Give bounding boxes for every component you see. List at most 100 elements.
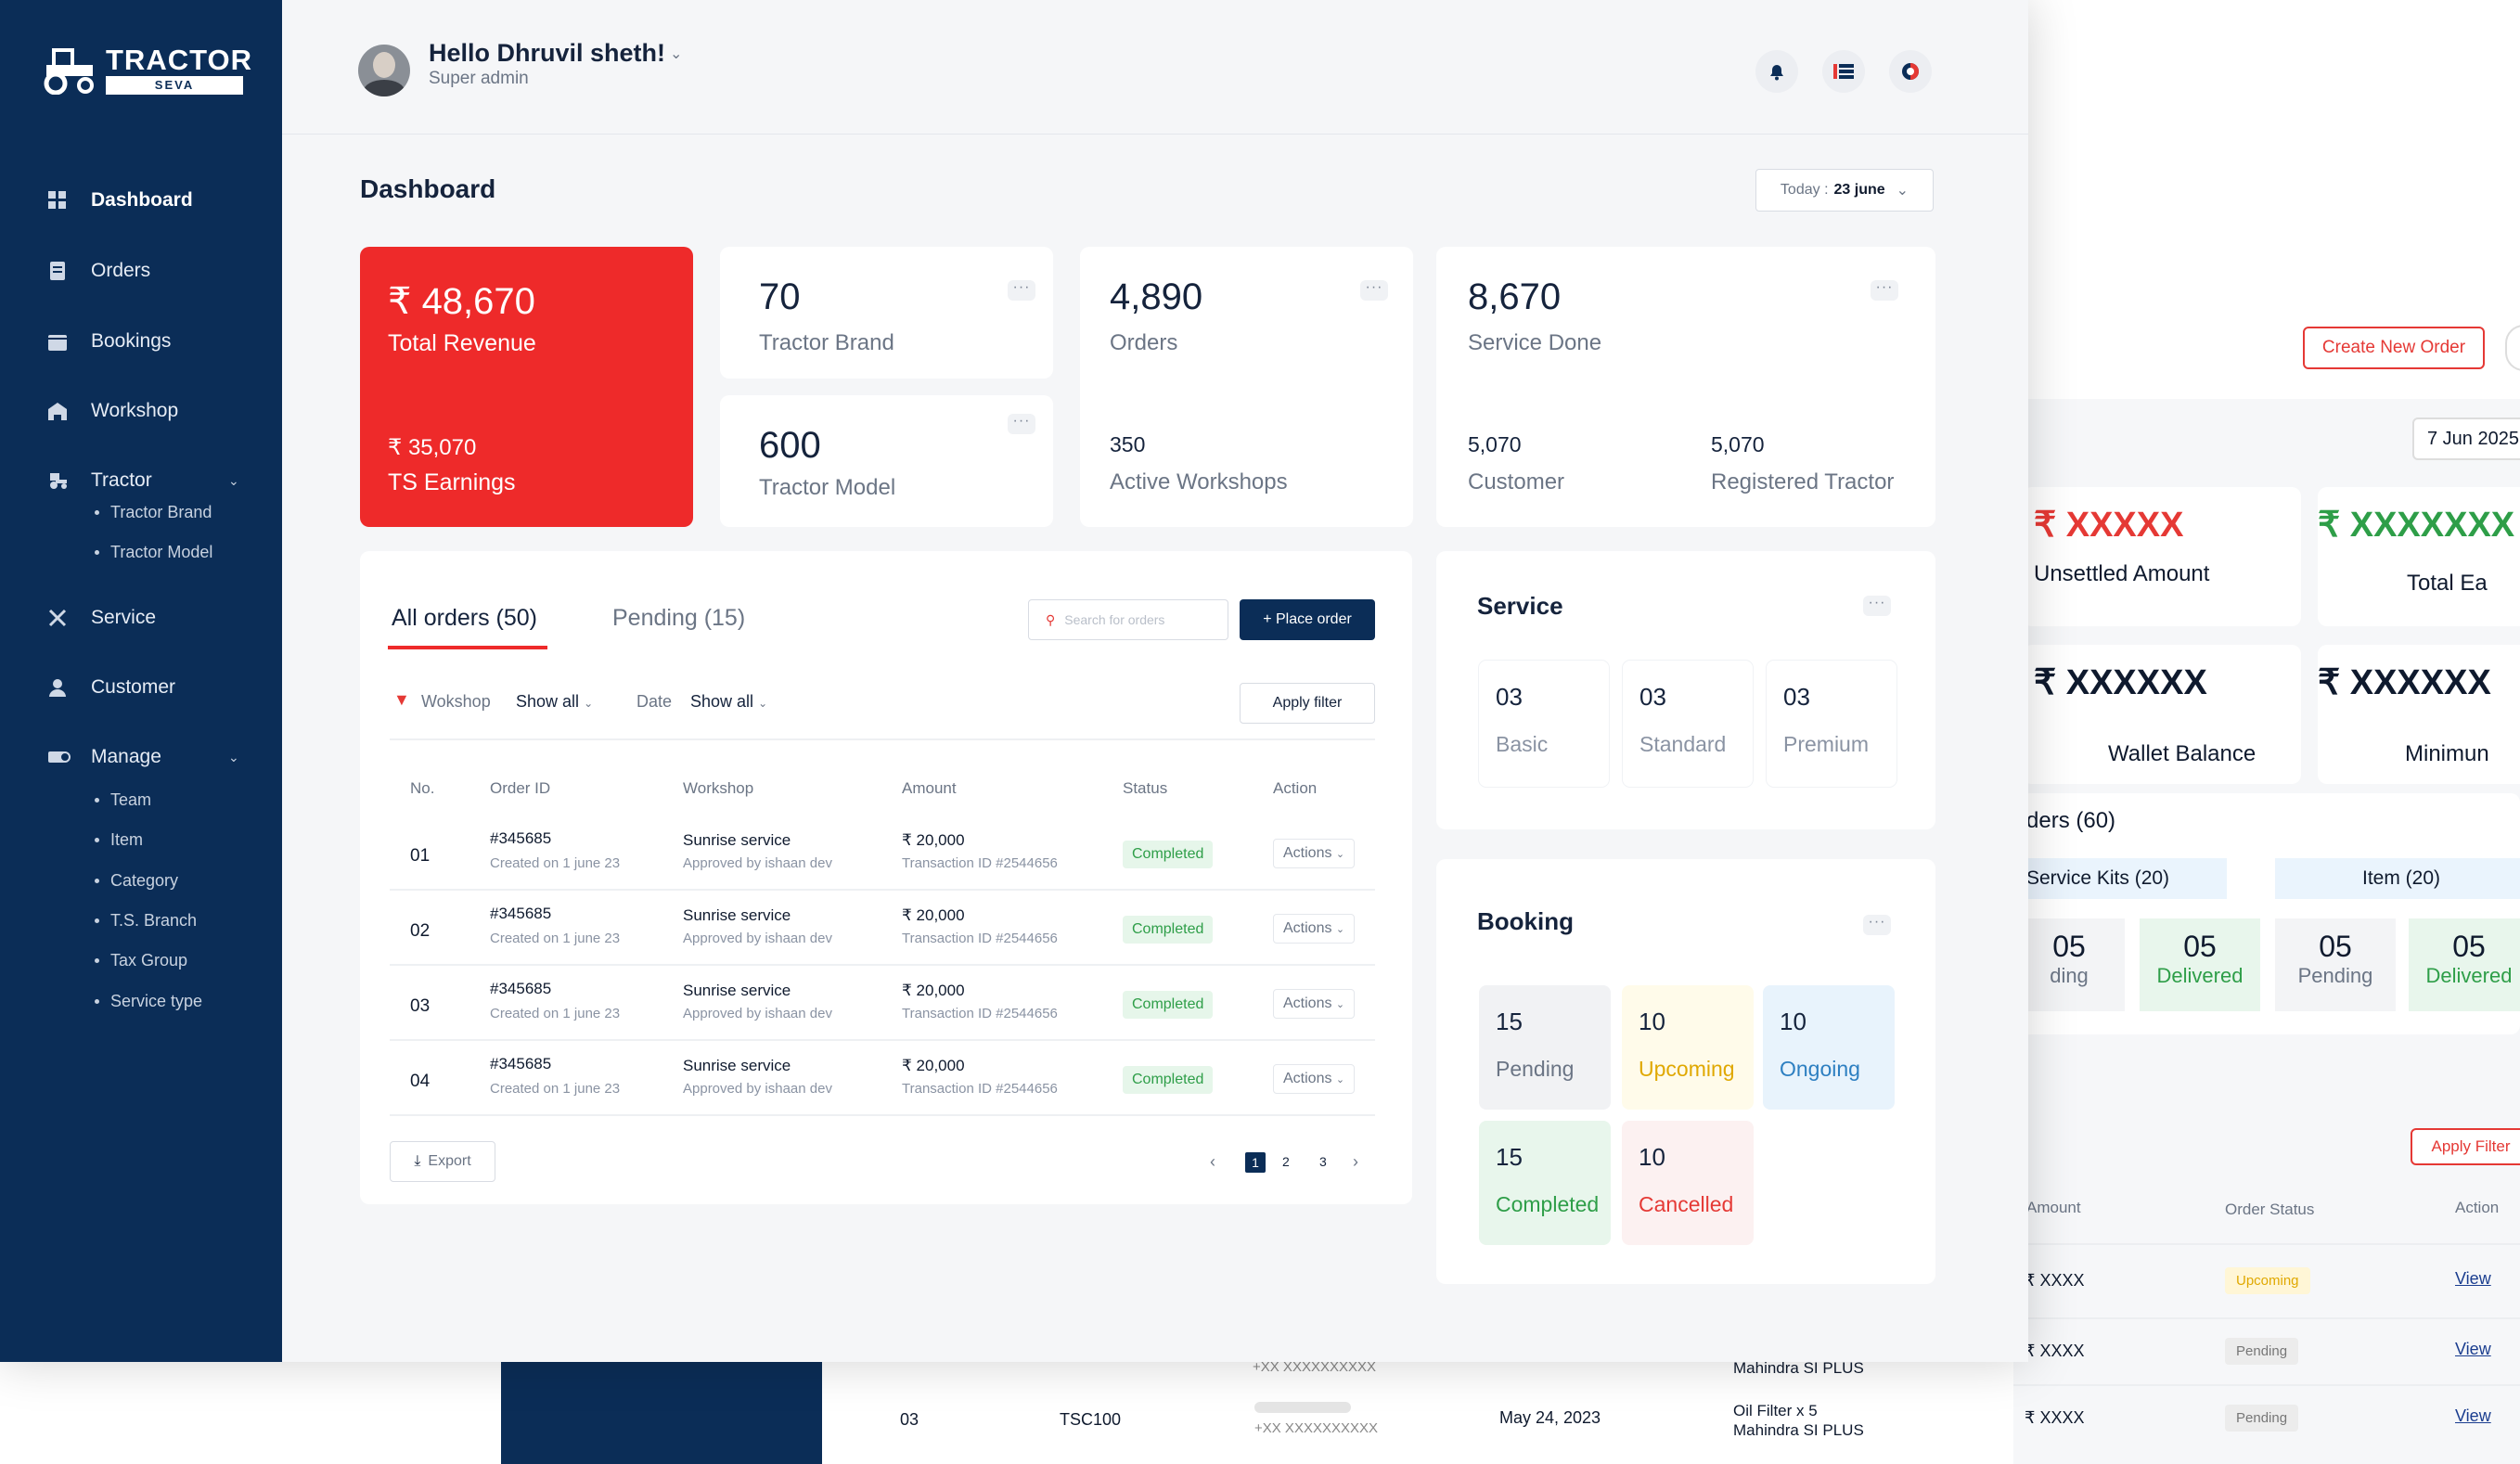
service-done-value: 8,670 xyxy=(1468,276,1562,317)
sidebar-item-label: Manage xyxy=(91,746,161,767)
page-3[interactable]: 3 xyxy=(1319,1154,1327,1169)
service-tile[interactable]: 03 Standard xyxy=(1623,661,1753,787)
bg-tab-item[interactable]: Item (20) xyxy=(2275,858,2520,899)
sidebar-item-manage[interactable]: Manage xyxy=(48,746,161,768)
chevron-down-icon[interactable]: ⌄ xyxy=(228,750,239,764)
bg-item-pending: 05 Pending xyxy=(2275,918,2396,1011)
sidebar-item-customer[interactable]: Customer xyxy=(48,676,175,699)
page-2[interactable]: 2 xyxy=(1282,1154,1290,1169)
orders-card[interactable]: 4,890 Orders 350 Active Workshops ··· xyxy=(1080,247,1413,527)
bell-icon[interactable] xyxy=(1755,50,1798,93)
booking-count: 10 xyxy=(1639,1008,1665,1035)
more-options-icon[interactable]: ··· xyxy=(1360,280,1388,301)
bg-apply-filter-button[interactable]: Apply Filter xyxy=(2411,1128,2520,1165)
search-input[interactable]: ⚲ Search for orders xyxy=(1028,599,1228,640)
revenue-card[interactable]: ₹ 48,670 Total Revenue ₹ 35,070 TS Earni… xyxy=(360,247,693,527)
export-button[interactable]: ⤓ Export xyxy=(390,1141,495,1182)
sidebar-subitem[interactable]: T.S. Branch xyxy=(95,911,197,931)
status-badge: Completed xyxy=(1123,991,1214,1019)
bg-tab-service-kits[interactable]: Service Kits (20) xyxy=(2013,858,2227,899)
bg-date-picker[interactable]: 7 Jun 2025 xyxy=(2412,417,2520,460)
place-order-button[interactable]: + Place order xyxy=(1240,599,1375,640)
create-new-order-button[interactable]: Create New Order xyxy=(2303,327,2485,369)
bg-total-card: ₹ XXXXXXX Total Ea xyxy=(2318,487,2520,626)
workshop-name: Sunrise service xyxy=(683,906,791,924)
table-row[interactable]: 04 #345685 Created on 1 june 23 Sunrise ser… xyxy=(390,1046,1375,1116)
tractor-model-label: Tractor Model xyxy=(759,475,896,500)
booking-tile-pending[interactable]: 15 Pending xyxy=(1479,985,1611,1110)
booking-tile-upcoming[interactable]: 10 Upcoming xyxy=(1622,985,1754,1110)
more-options-icon[interactable]: ··· xyxy=(1863,915,1891,935)
actions-dropdown[interactable]: Actions ⌄ xyxy=(1273,914,1356,944)
tab-pending[interactable]: Pending (15) xyxy=(612,605,746,631)
filter-workshop-label: Wokshop xyxy=(421,692,491,711)
row-number: 04 xyxy=(410,1072,431,1091)
order-id[interactable]: #345685 xyxy=(490,1055,552,1072)
sidebar-item-workshop[interactable]: Workshop xyxy=(48,400,178,422)
sidebar-subitem[interactable]: Tax Group xyxy=(95,951,187,970)
filter-workshop-select[interactable]: Show all ⌄ xyxy=(516,692,593,712)
service-done-card[interactable]: 8,670 Service Done 5,070 Customer 5,070 … xyxy=(1436,247,1935,527)
sidebar-item-service[interactable]: Service xyxy=(48,607,156,629)
booking-tile-ongoing[interactable]: 10 Ongoing xyxy=(1763,985,1895,1110)
row-divider xyxy=(390,964,1375,966)
sidebar-subitem[interactable]: Team xyxy=(95,790,151,810)
apply-filter-button[interactable]: Apply filter xyxy=(1240,683,1375,724)
order-id[interactable]: #345685 xyxy=(490,829,552,847)
sidebar-subitem[interactable]: Tractor Model xyxy=(95,543,212,562)
theme-icon[interactable] xyxy=(1889,50,1932,93)
booking-tile-cancelled[interactable]: 10 Cancelled xyxy=(1622,1121,1754,1245)
page-1[interactable]: 1 xyxy=(1245,1152,1266,1173)
sidebar-subitem[interactable]: Tractor Brand xyxy=(95,503,212,522)
table-row[interactable]: 02 #345685 Created on 1 june 23 Sunrise ser… xyxy=(390,895,1375,966)
list-icon[interactable] xyxy=(1822,50,1865,93)
greeting[interactable]: Hello Dhruvil sheth! xyxy=(429,39,666,67)
filter-date-select[interactable]: Show all ⌄ xyxy=(690,692,767,712)
sidebar-subitem[interactable]: Item xyxy=(95,830,143,850)
orders-value: 4,890 xyxy=(1110,276,1203,317)
chevron-down-icon[interactable]: ⌄ xyxy=(228,473,239,488)
bg-r1-view-link[interactable]: View xyxy=(2455,1269,2491,1288)
booking-count: 15 xyxy=(1496,1008,1523,1035)
more-options-icon[interactable]: ··· xyxy=(1008,414,1035,434)
booking-tile-completed[interactable]: 15 Completed xyxy=(1479,1121,1611,1245)
actions-dropdown[interactable]: Actions ⌄ xyxy=(1273,839,1356,868)
bg-r3-no: 03 xyxy=(900,1410,919,1429)
service-tile[interactable]: 03 Premium xyxy=(1767,661,1896,787)
table-row[interactable]: 03 #345685 Created on 1 june 23 Sunrise ser… xyxy=(390,970,1375,1041)
more-options-icon[interactable]: ··· xyxy=(1008,280,1035,301)
chevron-down-icon: ⌄ xyxy=(1335,1074,1345,1085)
sidebar-item-dashboard[interactable]: Dashboard xyxy=(48,189,193,212)
search-placeholder: Search for orders xyxy=(1064,612,1165,627)
sidebar-item-bookings[interactable]: Bookings xyxy=(48,330,171,353)
sidebar-item-orders[interactable]: Orders xyxy=(48,260,150,282)
chevron-down-icon[interactable]: ⌄ xyxy=(670,46,683,62)
bg-wallet-value: ₹ XXXXXX xyxy=(2034,663,2207,702)
bg-r2-view-link[interactable]: View xyxy=(2455,1340,2491,1358)
row-divider xyxy=(390,1114,1375,1116)
next-page-icon[interactable]: › xyxy=(1353,1152,1358,1171)
bg-r3-view-link[interactable]: View xyxy=(2455,1406,2491,1425)
sidebar-item-label: Orders xyxy=(91,260,151,281)
table-row[interactable]: 01 #345685 Created on 1 june 23 Sunrise ser… xyxy=(390,820,1375,891)
user-role: Super admin xyxy=(429,69,529,88)
more-options-icon[interactable]: ··· xyxy=(1871,280,1898,301)
tab-all-orders[interactable]: All orders (50) xyxy=(392,605,537,631)
prev-page-icon[interactable]: ‹ xyxy=(1210,1152,1215,1171)
bg-orders-title: ders (60) xyxy=(2026,808,2116,833)
service-tile[interactable]: 03 Basic xyxy=(1479,661,1609,787)
export-label: Export xyxy=(428,1153,471,1169)
tractor-brand-card[interactable]: 70 Tractor Brand ··· xyxy=(720,247,1053,379)
column-header: Action xyxy=(1273,779,1318,797)
sidebar-item-tractor[interactable]: Tractor xyxy=(48,469,152,492)
sidebar-subitem[interactable]: Service type xyxy=(95,992,202,1011)
order-id[interactable]: #345685 xyxy=(490,905,552,922)
actions-dropdown[interactable]: Actions ⌄ xyxy=(1273,1064,1356,1094)
tractor-model-card[interactable]: 600 Tractor Model ··· xyxy=(720,395,1053,527)
more-options-icon[interactable]: ··· xyxy=(1863,596,1891,616)
date-picker[interactable]: Today : 23 june ⌄ xyxy=(1755,169,1934,212)
order-id[interactable]: #345685 xyxy=(490,980,552,997)
sidebar-subitem[interactable]: Category xyxy=(95,871,178,891)
actions-dropdown[interactable]: Actions ⌄ xyxy=(1273,989,1356,1019)
avatar[interactable] xyxy=(358,45,410,96)
